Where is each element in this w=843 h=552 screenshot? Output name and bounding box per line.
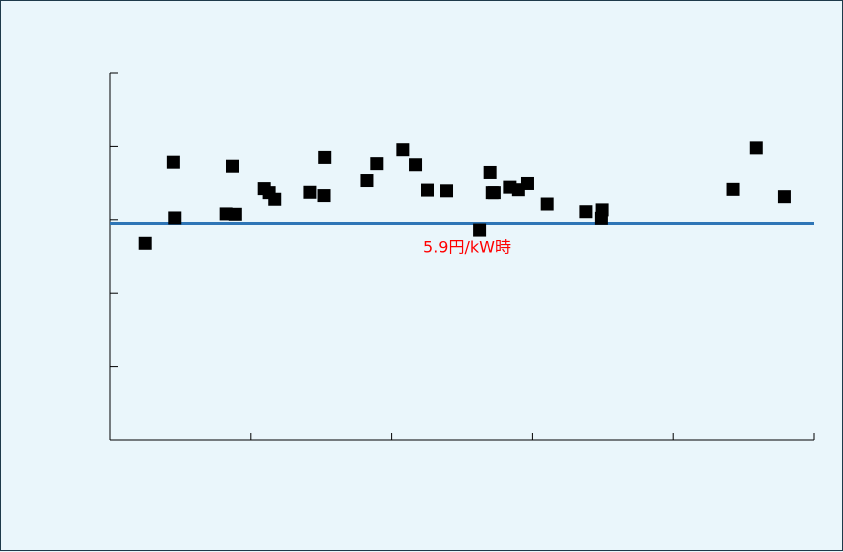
data-point xyxy=(749,141,763,155)
data-point xyxy=(579,205,593,219)
data-point xyxy=(777,190,791,204)
data-point xyxy=(318,150,332,164)
data-point xyxy=(440,184,454,198)
data-point xyxy=(225,159,239,173)
data-point xyxy=(520,176,534,190)
data-point xyxy=(166,155,180,169)
data-points xyxy=(138,141,791,250)
data-point xyxy=(317,189,331,203)
data-point xyxy=(487,186,501,200)
data-point xyxy=(168,211,182,225)
data-point xyxy=(473,223,487,237)
data-point xyxy=(396,143,410,157)
data-point xyxy=(228,207,242,221)
data-point xyxy=(370,157,384,171)
data-point xyxy=(303,185,317,199)
data-point xyxy=(421,183,435,197)
data-point xyxy=(726,182,740,196)
data-point xyxy=(595,203,609,217)
data-point xyxy=(483,165,497,179)
data-point xyxy=(409,158,423,172)
data-point xyxy=(540,197,554,211)
data-point xyxy=(360,174,374,188)
axes xyxy=(109,72,815,441)
reference-line-label: 5.9円/kW時 xyxy=(423,237,511,256)
data-point xyxy=(138,236,152,250)
data-point xyxy=(268,192,282,206)
